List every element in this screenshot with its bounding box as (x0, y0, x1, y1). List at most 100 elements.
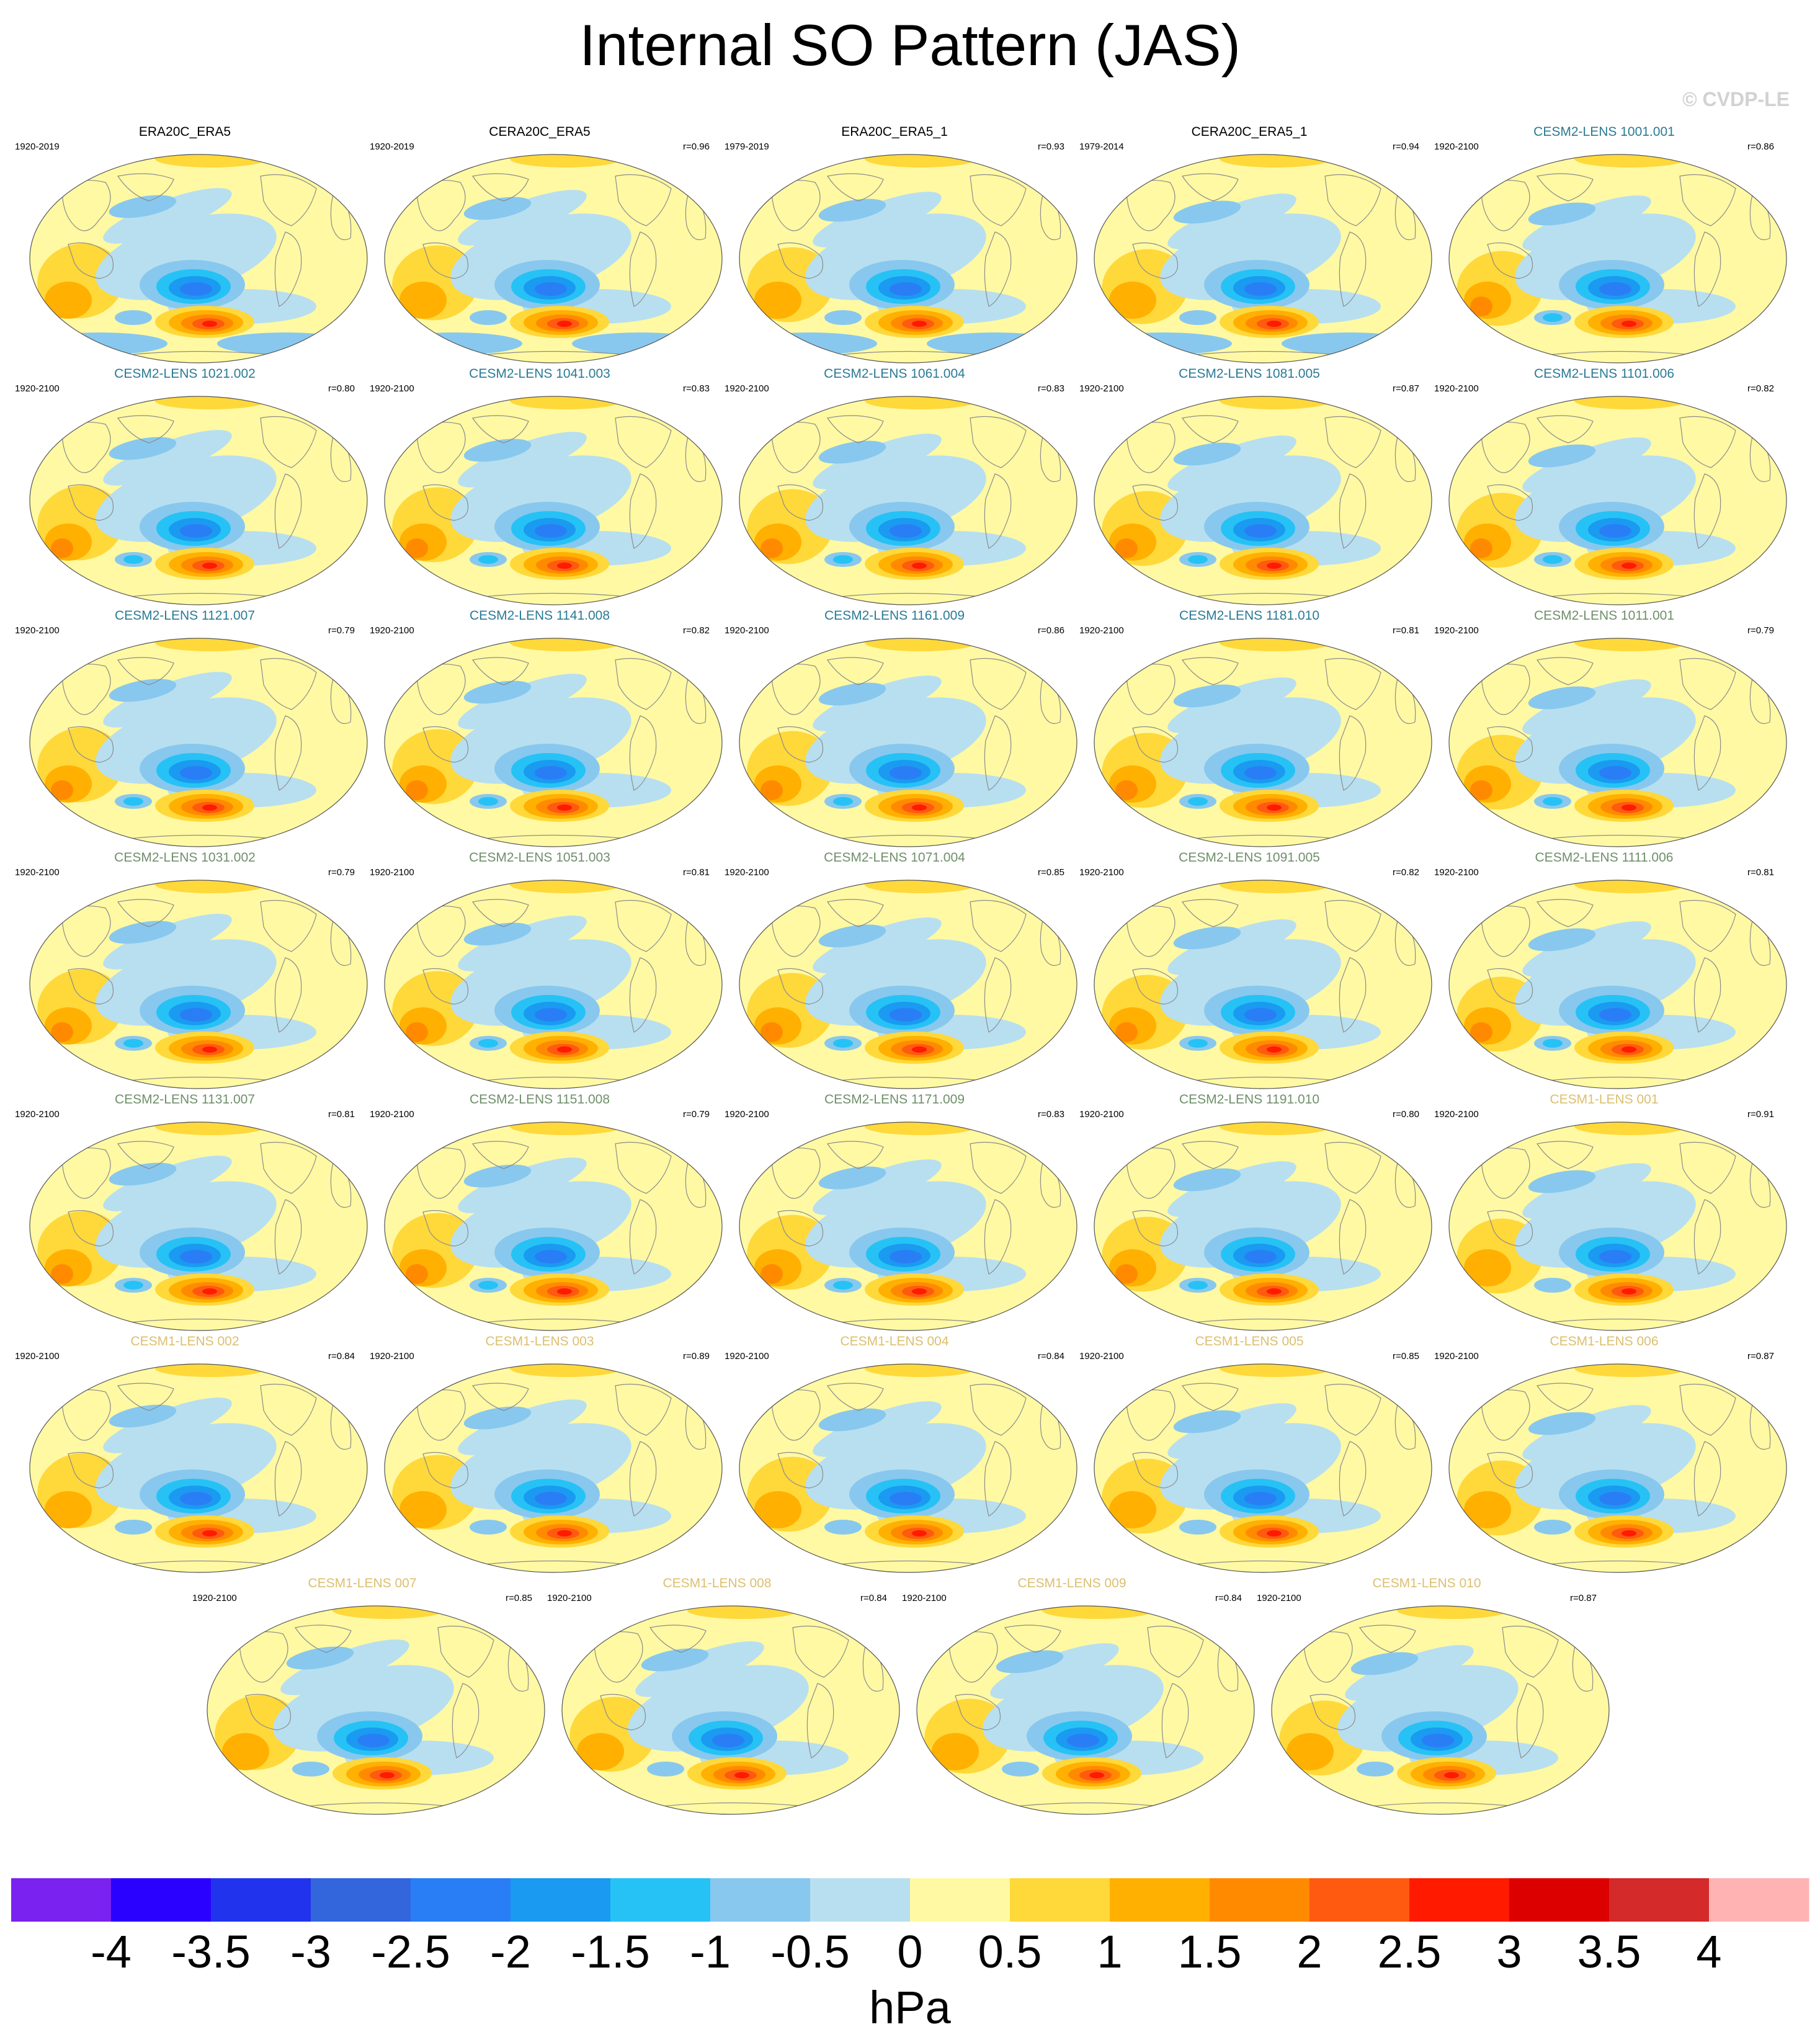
colorbar-segment (1210, 1878, 1310, 1922)
map-panel: CESM2-LENS 1051.003 1920-2100 r=0.81 (367, 850, 723, 1092)
positive-anomaly (557, 321, 572, 327)
colorbar-tick-label: 1.5 (1178, 1926, 1242, 1977)
pressure-anomaly-field (37, 396, 352, 599)
map-plot (916, 1605, 1255, 1815)
panel-correlation: r=0.79 (328, 867, 355, 878)
colorbar-segment (1409, 1878, 1510, 1922)
panel-correlation: r=0.79 (1747, 625, 1774, 636)
map-border (1094, 638, 1432, 847)
colorbar-segment (610, 1878, 711, 1922)
pressure-anomaly-field (569, 1606, 884, 1808)
map-border (1448, 154, 1787, 363)
positive-anomaly (1220, 1364, 1331, 1377)
negative-anomaly (280, 1639, 409, 1695)
negative-anomaly (1522, 679, 1651, 735)
positive-anomaly (155, 396, 267, 409)
negative-anomaly (180, 282, 212, 296)
colorbar-tick-label: -4 (91, 1926, 132, 1977)
map-border (384, 1121, 723, 1331)
coastline-outlines (416, 899, 707, 1082)
positive-anomaly (1470, 780, 1492, 800)
positive-anomaly (1397, 1606, 1509, 1619)
map-plot (29, 880, 368, 1089)
negative-anomaly (180, 1492, 212, 1505)
map-plot (1094, 396, 1432, 605)
colorbar-segment (11, 1878, 112, 1922)
pressure-anomaly-field (1102, 638, 1416, 840)
pressure-anomaly-field (1456, 154, 1771, 357)
map-panel: CESM2-LENS 1111.006 1920-2100 r=0.81 (1432, 850, 1787, 1092)
map-panel: CESM1-LENS 003 1920-2100 r=0.89 (367, 1334, 723, 1576)
positive-anomaly (912, 1046, 927, 1053)
map-border (1448, 1363, 1787, 1573)
map-border (384, 638, 723, 847)
negative-anomaly (180, 766, 212, 780)
map-panel: ERA20C_ERA5_1 1979-2019 r=0.93 (722, 124, 1077, 366)
panel-years: 1920-2100 (1434, 867, 1479, 878)
panel-correlation: r=0.84 (1215, 1593, 1242, 1603)
colorbar-tick-label: 4 (1696, 1926, 1721, 1977)
coastline-outlines (1126, 415, 1416, 599)
positive-anomaly (1621, 1288, 1636, 1295)
negative-anomaly (1167, 1403, 1296, 1459)
negative-anomaly (1188, 797, 1208, 806)
negative-anomaly (1599, 282, 1631, 296)
positive-anomaly (510, 154, 622, 167)
negative-anomaly (535, 524, 567, 538)
panel-years: 1920-2100 (1079, 383, 1124, 394)
positive-anomaly (1267, 563, 1282, 569)
negative-anomaly (458, 1399, 587, 1455)
map-border (739, 1121, 1077, 1331)
negative-anomaly (813, 675, 942, 731)
map-plot (1448, 1363, 1787, 1573)
positive-anomaly (155, 880, 267, 893)
coastline-outlines (1481, 657, 1771, 840)
pressure-anomaly-field (747, 1122, 1061, 1324)
coastline-outlines (771, 899, 1061, 1082)
negative-anomaly (1528, 1412, 1596, 1435)
coastline-outlines (948, 1625, 1239, 1808)
negative-anomaly (1244, 1250, 1277, 1264)
panel-years: 1920-2100 (902, 1593, 947, 1603)
positive-anomaly (1574, 1364, 1686, 1377)
negative-anomaly (833, 555, 853, 564)
negative-anomaly (824, 310, 862, 325)
map-panel: CESM2-LENS 1061.004 1920-2100 r=0.83 (722, 366, 1077, 608)
positive-anomaly (202, 1530, 217, 1536)
positive-anomaly (865, 638, 976, 651)
coastline-outlines (239, 1625, 529, 1808)
map-border (739, 396, 1077, 605)
map-plot (207, 1605, 545, 1815)
positive-anomaly (399, 282, 447, 319)
pressure-anomaly-field (1456, 396, 1771, 599)
map-panel: CESM1-LENS 010 1920-2100 r=0.87 (1254, 1576, 1610, 1817)
coastline-outlines (1481, 415, 1771, 599)
positive-anomaly (865, 1364, 976, 1377)
panel-title: CESM1-LENS 009 (1017, 1576, 1126, 1590)
panel-years: 1920-2100 (1079, 625, 1124, 636)
panel-correlation: r=0.84 (1038, 1351, 1064, 1362)
negative-anomaly (458, 674, 587, 729)
negative-anomaly (1522, 1163, 1651, 1219)
pressure-anomaly-field (1095, 154, 1418, 357)
panel-title: CESM2-LENS 1011.001 (1533, 608, 1675, 623)
positive-anomaly (754, 282, 801, 319)
panel-title: CESM1-LENS 006 (1550, 1334, 1659, 1348)
coastline-outlines (1126, 657, 1416, 840)
map-plot (384, 1121, 723, 1331)
negative-anomaly (1528, 686, 1596, 710)
negative-anomaly (1244, 766, 1277, 780)
map-panel: CESM2-LENS 1191.010 1920-2100 r=0.80 (1077, 1092, 1432, 1334)
negative-anomaly (1179, 1520, 1216, 1535)
positive-anomaly (51, 538, 73, 558)
positive-anomaly (912, 1530, 927, 1536)
panel-years: 1920-2100 (1434, 625, 1479, 636)
negative-anomaly (463, 439, 532, 462)
panel-correlation: r=0.84 (328, 1351, 355, 1362)
map-border (29, 396, 368, 605)
coastline-outlines (416, 657, 707, 840)
positive-anomaly (557, 563, 572, 569)
negative-anomaly (813, 1159, 942, 1215)
panel-years: 1920-2100 (1079, 1351, 1124, 1362)
negative-anomaly (833, 1039, 853, 1048)
